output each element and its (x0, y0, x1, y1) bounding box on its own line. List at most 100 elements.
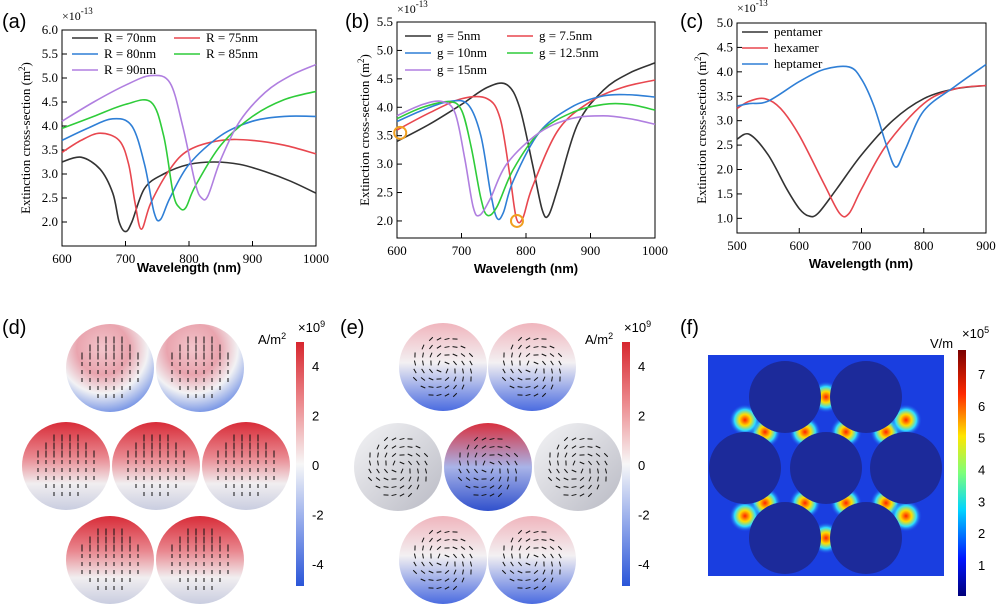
panel-label-a: (a) (2, 11, 26, 33)
current-arrow (588, 476, 592, 482)
current-arrow (511, 352, 513, 358)
current-arrow (550, 384, 554, 390)
panel-label-f: (f) (680, 317, 699, 339)
current-arrow (511, 545, 513, 551)
current-arrow (436, 353, 442, 357)
current-arrow (533, 385, 539, 389)
colorbar-tick-label: 2 (638, 409, 645, 424)
current-arrow (383, 486, 389, 488)
current-arrow (452, 392, 458, 398)
y-axis-title-c: Extinction cross-section (m2) (693, 52, 709, 204)
current-arrow (549, 353, 555, 357)
current-arrow (428, 579, 434, 581)
current-arrow (525, 369, 531, 373)
current-arrow (428, 336, 434, 342)
current-arrow (533, 361, 539, 365)
current-arrow (469, 360, 473, 366)
current-arrow (412, 376, 418, 382)
current-arrow (542, 577, 546, 583)
colorbar-exponent-e: ×109 (624, 319, 651, 335)
current-arrow (462, 368, 464, 374)
colorbar-tick-label: 0 (638, 458, 645, 473)
colorbar-tick-label: 0 (312, 458, 319, 473)
current-arrow (563, 436, 569, 442)
current-arrow (579, 446, 585, 448)
current-arrow (468, 545, 474, 551)
current-arrow (588, 484, 592, 490)
current-arrow (509, 377, 515, 381)
current-arrow (481, 469, 487, 473)
current-arrow (596, 484, 600, 490)
current-arrow (533, 586, 539, 590)
current-arrow (428, 377, 434, 381)
current-arrow (533, 530, 539, 534)
current-arrow (595, 453, 601, 457)
current-arrow (460, 353, 466, 357)
current-arrow (547, 476, 553, 482)
chart-panel-c: (c) ×10-13 500 600 700 800 900 1.0 1.5 2.0 2.5 3.… (680, 0, 996, 271)
series-line-3 (736, 63, 987, 168)
y-tick-label: 2.5 (377, 185, 393, 200)
colorbar-ticks-d: 4 2 0 -2 -4 (312, 359, 324, 572)
colorbar-d (296, 342, 304, 586)
current-arrow (497, 492, 503, 498)
current-arrow (571, 437, 577, 441)
colorbar-tick-label: -2 (312, 508, 324, 523)
current-arrow (399, 477, 405, 481)
y-tick-label: 4.5 (377, 71, 393, 86)
current-arrow (460, 546, 466, 550)
highlight-marker (509, 213, 524, 228)
current-arrow (444, 361, 450, 365)
y-tick-label: 1.0 (717, 210, 733, 225)
current-arrow (518, 545, 522, 551)
x-tick-label: 1000 (303, 251, 329, 266)
current-arrow (564, 444, 568, 450)
series-lines-c (736, 63, 987, 218)
current-arrow (534, 368, 538, 374)
x-tick-label: 800 (516, 243, 536, 258)
current-arrow (453, 384, 457, 390)
current-arrow (557, 452, 559, 458)
sphere-d-center (112, 422, 200, 510)
sphere-d-mid-left (22, 422, 110, 510)
legend-label: g = 15nm (437, 62, 487, 77)
current-arrow (436, 337, 442, 341)
current-arrow (533, 337, 539, 341)
current-arrow (571, 486, 577, 488)
current-arrow (436, 579, 442, 581)
current-arrow (603, 452, 609, 458)
current-arrow (517, 570, 523, 574)
current-arrow (558, 561, 562, 567)
current-arrow (421, 344, 425, 350)
current-arrow (541, 346, 547, 348)
current-arrow (420, 578, 426, 582)
x-tick-label: 900 (581, 243, 601, 258)
series-line-2 (396, 79, 656, 224)
current-arrow (579, 461, 585, 465)
current-arrow (525, 393, 531, 397)
legend-label: R = 75nm (206, 30, 258, 45)
current-arrow (444, 346, 450, 348)
current-arrow (549, 538, 555, 542)
current-arrow (534, 561, 538, 567)
current-arrow (557, 460, 559, 466)
current-arrow (489, 493, 495, 497)
current-arrow (415, 445, 421, 449)
current-arrow (473, 436, 479, 442)
current-arrow (555, 485, 561, 489)
current-arrow (453, 553, 457, 559)
colorbar-tick-label: 4 (978, 463, 985, 478)
current-arrow (465, 485, 471, 489)
current-arrow (510, 368, 514, 374)
series-line-5 (396, 100, 656, 217)
current-arrow (377, 452, 379, 458)
current-arrow (444, 578, 450, 582)
current-arrow (444, 554, 450, 558)
current-arrow (502, 553, 506, 559)
current-arrow (541, 546, 547, 550)
current-arrow (429, 561, 433, 567)
ticks-b: 600 700 800 900 1000 2.0 2.5 3.0 3.5 4.0 4.5 5.0 5.5 (377, 14, 668, 258)
current-arrow (588, 460, 592, 466)
current-arrow (542, 553, 546, 559)
